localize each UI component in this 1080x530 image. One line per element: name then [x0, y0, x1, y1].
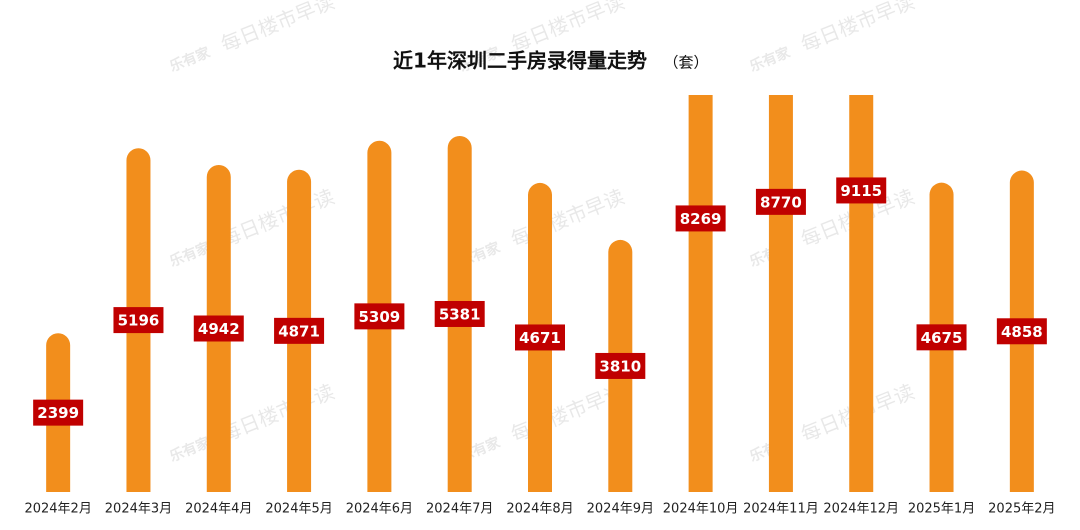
value-label-box — [434, 300, 485, 327]
bar — [849, 95, 874, 492]
value-label-box — [916, 324, 967, 351]
x-tick-label: 2025年2月 — [988, 502, 1055, 517]
watermark-text: 每日楼市早读 — [507, 184, 627, 251]
value-label: 4942 — [198, 320, 240, 338]
value-label: 4871 — [278, 322, 320, 340]
value-label-box — [996, 318, 1047, 345]
x-tick-label: 2024年6月 — [346, 502, 413, 517]
watermark-logo: 乐有家 — [747, 43, 793, 75]
value-label-box — [755, 188, 806, 215]
x-tick-label: 2024年8月 — [506, 502, 573, 517]
value-label: 5381 — [439, 305, 481, 323]
value-label: 5309 — [359, 308, 401, 326]
watermark-text: 每日楼市早读 — [217, 0, 337, 57]
value-label-box — [836, 177, 887, 204]
x-tick-label: 2024年3月 — [105, 502, 172, 517]
bar — [768, 95, 793, 492]
chart-title: 近1年深圳二手房录得量走势 — [393, 49, 647, 73]
bar — [688, 95, 713, 492]
x-tick-label: 2024年2月 — [24, 502, 91, 517]
value-label-box — [595, 352, 646, 379]
watermark-text: 每日楼市早读 — [217, 379, 337, 446]
watermark-logo: 乐有家 — [167, 433, 213, 465]
value-label-box — [33, 399, 84, 426]
value-label: 4858 — [1001, 323, 1043, 341]
x-tick-label: 2024年4月 — [185, 502, 252, 517]
value-label: 4671 — [519, 329, 561, 347]
value-label: 4675 — [921, 329, 963, 347]
value-label-box — [515, 324, 565, 351]
watermark-logo: 乐有家 — [167, 238, 213, 270]
watermark-text: 每日楼市早读 — [217, 184, 337, 251]
value-label: 3810 — [599, 357, 641, 375]
x-tick-label: 2024年10月 — [663, 502, 739, 517]
value-label-box — [193, 315, 244, 342]
x-tick-label: 2024年9月 — [587, 502, 654, 517]
x-tick-label: 2024年12月 — [823, 502, 899, 517]
x-tick-label: 2024年7月 — [426, 502, 493, 517]
value-label-box — [274, 317, 325, 344]
value-label-box — [113, 307, 164, 334]
watermark-text: 每日楼市早读 — [797, 0, 917, 57]
value-label: 9115 — [840, 182, 882, 200]
x-tick-label: 2024年11月 — [743, 502, 819, 517]
value-label: 8269 — [680, 210, 722, 228]
value-label: 5196 — [118, 312, 160, 330]
value-label: 2399 — [37, 404, 79, 422]
watermark-logo: 乐有家 — [167, 43, 213, 75]
value-label: 8770 — [760, 193, 802, 211]
x-tick-label: 2025年1月 — [908, 502, 975, 517]
unit: （套） — [663, 54, 708, 72]
value-label-box — [675, 205, 726, 232]
x-tick-label: 2024年5月 — [265, 502, 332, 517]
value-label-box — [354, 303, 405, 330]
